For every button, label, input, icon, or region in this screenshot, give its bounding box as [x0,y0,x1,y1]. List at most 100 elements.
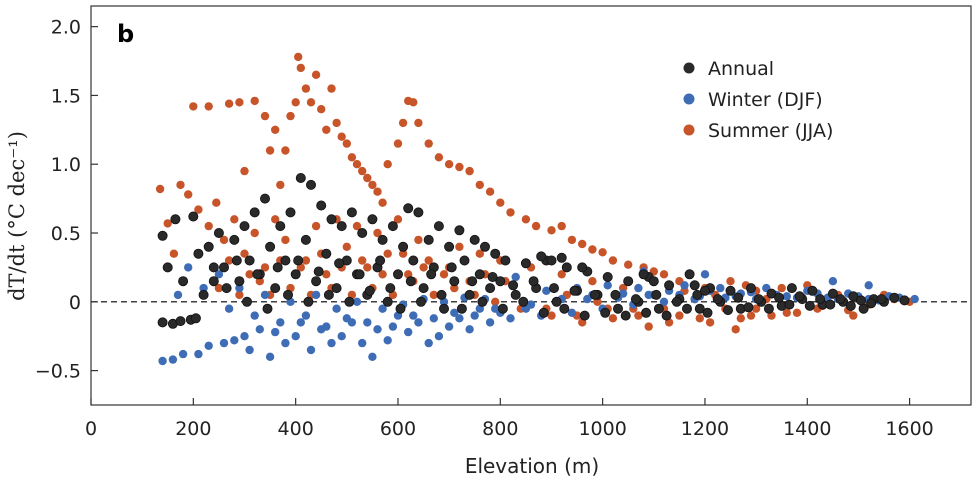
annual-point [433,221,444,232]
winter-point [352,297,362,306]
y-axis: −0.5 0 0.5 1.0 1.5 2.0 [35,17,98,383]
summer-point [450,283,459,293]
winter-point [910,294,919,304]
summer-point [189,102,198,111]
summer-point [301,256,311,265]
annual-point [774,292,785,303]
winter-point [235,283,244,293]
summer-point [439,270,449,279]
annual-point [418,283,429,294]
summer-point [475,249,484,258]
annual-point [661,310,672,321]
annual-point [638,269,649,280]
annual-point [162,262,173,273]
annual-point [344,296,355,307]
annual-point [203,241,214,252]
summer-point [424,139,433,148]
x-tick-label: 600 [380,418,416,440]
annual-point [620,310,631,321]
annual-point [610,289,621,300]
summer-point [311,221,321,231]
y-tick-label: 0 [69,292,81,314]
annual-point [497,303,508,314]
legend-label-summer: Summer (JJA) [708,120,833,142]
summer-point [608,314,618,323]
x-tick-label: 1200 [681,418,729,440]
annual-point [275,221,286,232]
summer-point [777,283,786,293]
annual-point [285,207,296,218]
annual-point [518,296,529,307]
annual-point [334,258,345,269]
annual-point [382,296,393,307]
annual-point [536,251,547,262]
winter-point [716,283,725,293]
summer-point [409,98,418,107]
winter-point [204,341,213,350]
annual-point [436,289,447,300]
summer-point [276,180,285,190]
annual-point [262,303,273,314]
annual-point [208,262,219,273]
annual-point [495,276,506,287]
winter-point [485,318,495,327]
annual-point [856,295,867,306]
winter-point [311,290,321,300]
summer-point [557,270,566,279]
summer-point [424,256,433,265]
annual-point [395,303,406,314]
annual-point [733,292,744,303]
legend-label-winter: Winter (DJF) [708,89,823,111]
legend: Annual Winter (DJF) Summer (JJA) [683,58,833,142]
annual-point [743,302,754,313]
annual-point [556,252,567,263]
annual-point [313,266,324,277]
data-points [155,52,919,366]
annual-point [387,221,398,232]
winter-point [240,332,249,341]
summer-point [322,270,331,279]
summer-point [383,249,392,258]
y-tick-label: −0.5 [35,361,81,383]
annual-point [405,276,416,287]
annual-point [323,289,334,300]
summer-point [224,99,234,108]
summer-point [383,160,392,169]
winter-point [245,345,254,355]
summer-point [230,215,239,224]
summer-point [204,221,213,231]
summer-point [271,215,280,224]
annual-point [474,269,485,280]
annual-point [845,300,856,311]
annual-point [786,283,797,294]
annual-point [375,255,386,266]
summer-point [363,173,372,183]
annual-point [538,307,549,318]
annual-point [331,283,342,294]
winter-point [414,318,423,327]
summer-point [204,102,213,111]
annual-point [723,305,734,316]
annual-point [244,255,255,266]
annual-point [510,289,521,300]
y-tick-label: 2.0 [51,17,81,39]
summer-point [291,98,300,107]
summer-point [429,290,438,300]
summer-point [731,325,740,334]
summer-point [849,311,858,320]
summer-point [726,277,735,286]
annual-point [272,262,283,273]
winter-point [291,332,300,341]
winter-point [511,272,520,282]
winter-point [424,338,433,348]
summer-point [358,166,367,176]
winter-point [455,314,464,323]
summer-point [311,70,321,80]
summer-point [240,166,249,176]
annual-point [208,276,219,287]
summer-point [455,242,464,251]
annual-point [234,276,245,287]
annual-point [311,276,322,287]
y-axis-title: dT/dt (°C dec⁻¹) [5,131,29,301]
annual-point [218,262,229,273]
